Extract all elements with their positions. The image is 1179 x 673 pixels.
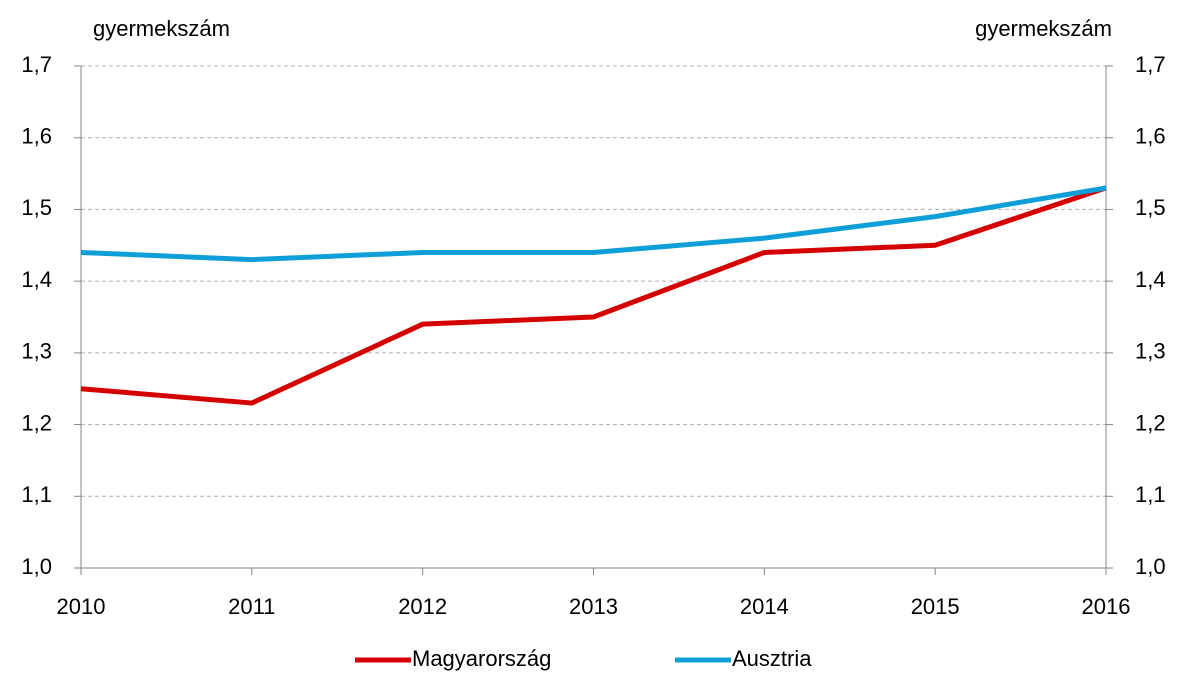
y2-tick-label: 1,5: [1135, 195, 1166, 220]
y2-tick-label: 1,7: [1135, 52, 1166, 77]
y-axis-label: gyermekszám: [93, 16, 230, 41]
y2-tick-label: 1,2: [1135, 410, 1166, 435]
x-tick-label: 2014: [740, 594, 789, 619]
y-tick-label: 1,6: [21, 124, 52, 149]
y-tick-label: 1,1: [21, 482, 52, 507]
y2-tick-label: 1,6: [1135, 124, 1166, 149]
y2-tick-label: 1,4: [1135, 267, 1166, 292]
y-tick-label: 1,0: [21, 554, 52, 579]
line-series: [80, 185, 1107, 406]
y-tick-label: 1,5: [21, 195, 52, 220]
x-tick-label: 2012: [398, 594, 447, 619]
y-tick-label: 1,4: [21, 267, 52, 292]
y2-tick-label: 1,0: [1135, 554, 1166, 579]
y-tick-label: 1,3: [21, 339, 52, 364]
y2-axis-label: gyermekszám: [975, 16, 1112, 41]
x-tick-label: 2010: [57, 594, 106, 619]
legend-label: Ausztria: [732, 646, 812, 671]
x-tick-label: 2016: [1082, 594, 1131, 619]
y-tick-label: 1,7: [21, 52, 52, 77]
line-series: [80, 185, 1107, 263]
x-tick-label: 2015: [911, 594, 960, 619]
y-tick-label: 1,2: [21, 410, 52, 435]
legend-label: Magyarország: [412, 646, 551, 671]
x-tick-label: 2013: [569, 594, 618, 619]
y2-tick-label: 1,1: [1135, 482, 1166, 507]
x-tick-label: 2011: [228, 594, 275, 619]
y2-tick-label: 1,3: [1135, 339, 1166, 364]
